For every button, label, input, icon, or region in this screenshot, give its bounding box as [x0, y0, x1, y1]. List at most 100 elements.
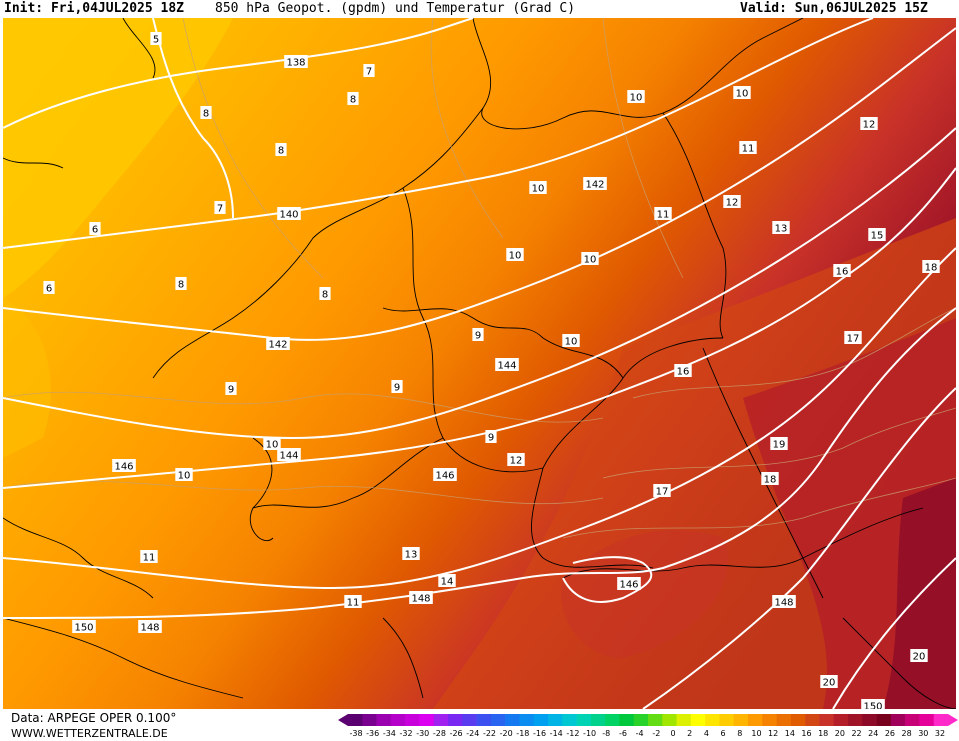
svg-text:10: 10 [630, 93, 643, 104]
temperature-label: 18 [922, 260, 940, 274]
colorbar-segment [876, 714, 892, 726]
temperature-label: 11 [140, 550, 158, 564]
temperature-label: 19 [770, 437, 788, 451]
colorbar-tick-label: 28 [901, 729, 912, 738]
svg-text:146: 146 [619, 580, 638, 591]
svg-text:20: 20 [823, 678, 836, 689]
colorbar-tick-label: -32 [399, 729, 413, 738]
colorbar-tick-label: 4 [703, 729, 709, 738]
temperature-label: 7 [214, 201, 226, 215]
svg-text:8: 8 [178, 280, 184, 291]
temperature-label: 12 [723, 195, 741, 209]
svg-text:10: 10 [266, 440, 279, 451]
colorbar-segment [748, 714, 763, 726]
valid-time-label: Valid: Sun,06JUL2025 15Z [740, 1, 928, 16]
colorbar-tick-label: -8 [602, 729, 611, 738]
svg-text:10: 10 [565, 337, 578, 348]
svg-text:16: 16 [677, 367, 690, 378]
geopotential-label: 142 [266, 337, 290, 351]
svg-text:10: 10 [509, 251, 522, 262]
svg-text:19: 19 [773, 440, 786, 451]
colorbar-segment [448, 714, 463, 726]
colorbar-segment [605, 714, 620, 726]
colorbar-tick-label: -30 [416, 729, 430, 738]
svg-text:12: 12 [510, 456, 523, 467]
svg-text:148: 148 [774, 598, 793, 609]
svg-text:142: 142 [268, 340, 287, 351]
colorbar-segment [476, 714, 492, 726]
svg-text:140: 140 [279, 210, 298, 221]
temperature-label: 11 [739, 141, 757, 155]
colorbar-tick-label: 24 [868, 729, 879, 738]
colorbar-tick-label: 16 [801, 729, 812, 738]
svg-text:11: 11 [143, 553, 156, 564]
geopotential-label: 148 [138, 620, 162, 634]
svg-text:11: 11 [657, 210, 670, 221]
temperature-colorbar [338, 714, 958, 726]
colorbar-segment [505, 714, 520, 726]
colorbar-segment [848, 714, 863, 726]
colorbar-segment [433, 714, 449, 726]
colorbar-segment [890, 714, 906, 726]
colorbar-tick-label: 14 [784, 729, 795, 738]
colorbar-tick-labels: -38 -36 -34 -32 -30 -28 -26 -24 -22 -20 -18 -16 -14-… [338, 729, 958, 741]
temperature-label: 8 [347, 92, 359, 106]
map-title: 850 hPa Geopot. (gpdm) und Temperatur (G… [215, 1, 576, 16]
colorbar-segment [676, 714, 692, 726]
temperature-label: 9 [472, 328, 484, 342]
colorbar-segment [905, 714, 920, 726]
temperature-label: 14 [438, 574, 456, 588]
geopotential-label: 146 [617, 577, 641, 591]
temperature-label: 9 [225, 382, 237, 396]
colorbar-segment [662, 714, 677, 726]
svg-text:9: 9 [228, 385, 234, 396]
temperature-label: 8 [319, 287, 331, 301]
temperature-label: 12 [860, 117, 878, 131]
colorbar-segment [376, 714, 392, 726]
colorbar-segment [405, 714, 420, 726]
colorbar-segment [719, 714, 735, 726]
colorbar-tick-label: 32 [934, 729, 946, 738]
geopotential-label: 148 [772, 595, 796, 609]
colorbar-tick-label: -4 [635, 729, 644, 738]
svg-text:16: 16 [836, 267, 849, 278]
init-time-label: Init: Fri,04JUL2025 18Z [4, 1, 185, 16]
svg-text:146: 146 [114, 462, 133, 473]
colorbar-tick-label: -38 [349, 729, 363, 738]
temperature-label: 20 [910, 649, 928, 663]
temperature-label: 6 [89, 222, 101, 236]
svg-text:10: 10 [532, 184, 545, 195]
svg-text:6: 6 [46, 284, 52, 295]
geopotential-label: 146 [433, 468, 457, 482]
colorbar-tick-label: -6 [618, 729, 627, 738]
temperature-label: 18 [761, 472, 779, 486]
svg-text:13: 13 [405, 550, 418, 561]
svg-text:7: 7 [217, 204, 223, 215]
geopotential-label: 142 [583, 177, 607, 191]
svg-text:8: 8 [203, 109, 209, 120]
colorbar-segment [933, 714, 949, 726]
colorbar-segment [705, 714, 720, 726]
svg-text:8: 8 [278, 146, 284, 157]
svg-text:144: 144 [497, 361, 516, 372]
temperature-label: 16 [833, 264, 851, 278]
colorbar-segment [819, 714, 835, 726]
colorbar-tick-label: -16 [532, 729, 547, 738]
svg-text:7: 7 [366, 67, 372, 78]
temperature-label: 13 [402, 547, 420, 561]
svg-text:11: 11 [742, 144, 755, 155]
colorbar-segment [633, 714, 649, 726]
svg-text:11: 11 [347, 598, 360, 609]
temperature-label: 12 [507, 453, 525, 467]
temperature-label: 10 [263, 437, 281, 451]
geopotential-label: 150 [861, 699, 885, 709]
colorbar-segment [562, 714, 577, 726]
svg-text:18: 18 [764, 475, 777, 486]
svg-text:148: 148 [140, 623, 159, 634]
temperature-label: 17 [844, 331, 862, 345]
svg-text:17: 17 [656, 487, 669, 498]
geopotential-contours [3, 18, 956, 709]
colorbar-tick-label: -34 [382, 729, 396, 738]
